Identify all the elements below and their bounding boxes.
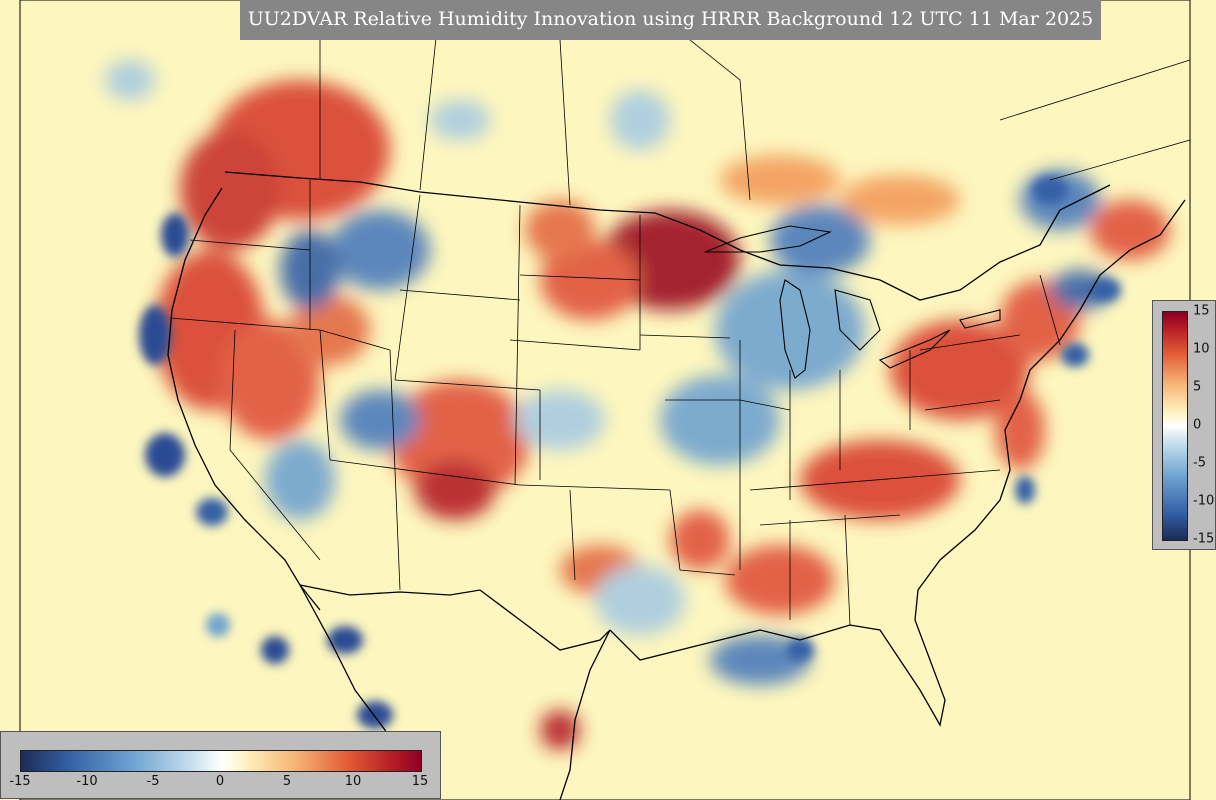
lake-huron: [834, 289, 881, 351]
lake-superior: [704, 225, 832, 253]
map-outlines: [167, 171, 1186, 800]
canada-lines: [319, 0, 1191, 206]
west-coastline: [167, 187, 321, 611]
us-mexico-border: [299, 584, 611, 651]
state-lines: [169, 180, 1061, 626]
colorbar-vertical-gradient: [1162, 311, 1188, 541]
lake-erie: [878, 329, 951, 369]
colorbar-horizontal-tick: 15: [411, 774, 429, 789]
colorbar-vertical-tick: 15: [1193, 303, 1210, 319]
colorbar-horizontal-gradient: [20, 750, 422, 772]
colorbar-vertical-tick: 10: [1193, 341, 1210, 357]
colorbar-horizontal-tick: -15: [9, 774, 31, 789]
colorbar-horizontal-tick: -10: [76, 774, 98, 789]
colorbar-horizontal-tick: 10: [344, 774, 362, 789]
colorbar-vertical-tick: 5: [1193, 379, 1202, 395]
great-lakes: [704, 225, 1001, 379]
lake-ontario: [959, 309, 1001, 329]
us-canada-border: [224, 171, 1111, 301]
colorbar-vertical-tick: -10: [1193, 493, 1215, 509]
colorbar-vertical-tick: -15: [1193, 531, 1215, 547]
colorbar-horizontal: -15 -10 -5 0 5 10 15: [0, 731, 441, 799]
colorbar-horizontal-tick: -5: [146, 774, 160, 789]
lake-michigan: [779, 279, 811, 379]
colorbar-horizontal-tick: 0: [215, 774, 225, 789]
colorbar-vertical-tick: 0: [1193, 417, 1202, 433]
colorbar-vertical-tick: -5: [1193, 455, 1206, 471]
gulf-coastline: [609, 199, 1186, 727]
map-title: UU2DVAR Relative Humidity Innovation usi…: [240, 0, 1101, 40]
mexico-gulf-coast: [559, 629, 611, 800]
colorbar-horizontal-tick: 5: [282, 774, 292, 789]
colorbar-vertical: 15 10 5 0 -5 -10 -15: [1152, 300, 1216, 550]
